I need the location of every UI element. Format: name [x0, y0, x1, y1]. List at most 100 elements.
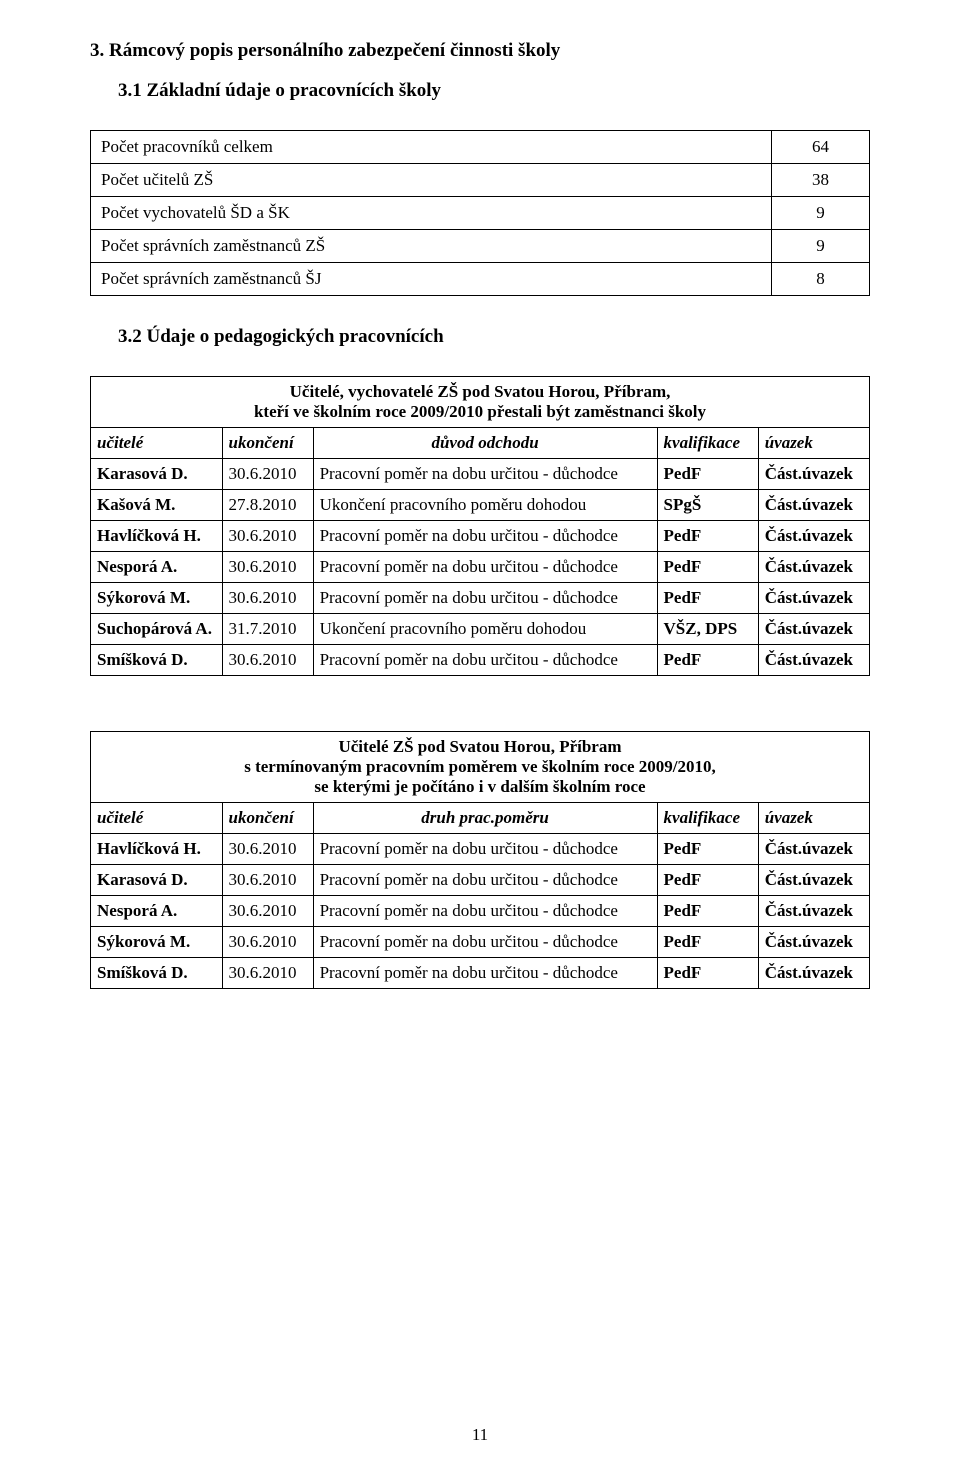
cell: Karasová D.	[91, 459, 223, 490]
count-label: Počet správních zaměstnanců ŠJ	[91, 263, 772, 296]
cell: Pracovní poměr na dobu určitou - důchodc…	[313, 865, 657, 896]
cell: Karasová D.	[91, 865, 223, 896]
table-row: Smíšková D.30.6.2010Pracovní poměr na do…	[91, 958, 870, 989]
cell: PedF	[657, 459, 758, 490]
table-row: Havlíčková H.30.6.2010Pracovní poměr na …	[91, 834, 870, 865]
table-row: Karasová D.30.6.2010Pracovní poměr na do…	[91, 865, 870, 896]
cell: 30.6.2010	[222, 834, 313, 865]
cell: Pracovní poměr na dobu určitou - důchodc…	[313, 958, 657, 989]
cell: Havlíčková H.	[91, 834, 223, 865]
count-label: Počet učitelů ZŠ	[91, 164, 772, 197]
table-row: Nesporá A.30.6.2010Pracovní poměr na dob…	[91, 896, 870, 927]
cell: Ukončení pracovního poměru dohodou	[313, 614, 657, 645]
cell: Část.úvazek	[758, 896, 869, 927]
cell: PedF	[657, 958, 758, 989]
heading-subsection-3-1: 3.1 Základní údaje o pracovnících školy	[118, 80, 870, 102]
table-row: Počet správních zaměstnanců ZŠ 9	[91, 230, 870, 263]
heading-section-3: 3. Rámcový popis personálního zabezpečen…	[90, 40, 870, 62]
col-header: učitelé	[91, 803, 223, 834]
cell: SPgŠ	[657, 490, 758, 521]
cell: Sýkorová M.	[91, 927, 223, 958]
cell: Pracovní poměr na dobu určitou - důchodc…	[313, 459, 657, 490]
cell: PedF	[657, 834, 758, 865]
cell: 30.6.2010	[222, 896, 313, 927]
col-header: ukončení	[222, 803, 313, 834]
cell: Pracovní poměr na dobu určitou - důchodc…	[313, 552, 657, 583]
table-row: Sýkorová M.30.6.2010Pracovní poměr na do…	[91, 583, 870, 614]
cell: Část.úvazek	[758, 927, 869, 958]
count-value: 38	[772, 164, 870, 197]
col-header: důvod odchodu	[313, 428, 657, 459]
cell: PedF	[657, 865, 758, 896]
cell: Sýkorová M.	[91, 583, 223, 614]
table-title: Učitelé ZŠ pod Svatou Horou, Příbram s t…	[91, 732, 870, 803]
table-row: Počet pracovníků celkem 64	[91, 131, 870, 164]
table-row: Suchopárová A.31.7.2010Ukončení pracovní…	[91, 614, 870, 645]
cell: PedF	[657, 583, 758, 614]
col-header: ukončení	[222, 428, 313, 459]
spacer	[90, 676, 870, 731]
cell: Část.úvazek	[758, 834, 869, 865]
table-header-row: učitelé ukončení druh prac.poměru kvalif…	[91, 803, 870, 834]
heading-subsection-3-2: 3.2 Údaje o pedagogických pracovnících	[118, 326, 870, 348]
page-number: 11	[0, 1425, 960, 1445]
cell: Část.úvazek	[758, 490, 869, 521]
table-title: Učitelé, vychovatelé ZŠ pod Svatou Horou…	[91, 377, 870, 428]
cell: Suchopárová A.	[91, 614, 223, 645]
count-value: 9	[772, 230, 870, 263]
cell: Smíšková D.	[91, 645, 223, 676]
table-row: Kašová M.27.8.2010Ukončení pracovního po…	[91, 490, 870, 521]
cell: Část.úvazek	[758, 583, 869, 614]
cell: Část.úvazek	[758, 521, 869, 552]
cell: PedF	[657, 896, 758, 927]
cell: Havlíčková H.	[91, 521, 223, 552]
cell: 30.6.2010	[222, 521, 313, 552]
col-header: úvazek	[758, 428, 869, 459]
cell: Část.úvazek	[758, 645, 869, 676]
counts-table: Počet pracovníků celkem 64 Počet učitelů…	[90, 130, 870, 296]
title-line: s termínovaným pracovním poměrem ve škol…	[244, 757, 716, 776]
cell: Pracovní poměr na dobu určitou - důchodc…	[313, 521, 657, 552]
table-row: Smíšková D.30.6.2010Pracovní poměr na do…	[91, 645, 870, 676]
cell: Nesporá A.	[91, 896, 223, 927]
table-row: Počet vychovatelů ŠD a ŠK 9	[91, 197, 870, 230]
cell: PedF	[657, 927, 758, 958]
cell: Část.úvazek	[758, 552, 869, 583]
title-line: Učitelé ZŠ pod Svatou Horou, Příbram	[338, 737, 621, 756]
left-table: Učitelé, vychovatelé ZŠ pod Svatou Horou…	[90, 376, 870, 676]
cell: 30.6.2010	[222, 927, 313, 958]
count-label: Počet vychovatelů ŠD a ŠK	[91, 197, 772, 230]
cell: Část.úvazek	[758, 865, 869, 896]
count-value: 9	[772, 197, 870, 230]
table-title-row: Učitelé ZŠ pod Svatou Horou, Příbram s t…	[91, 732, 870, 803]
spacer	[90, 296, 870, 326]
page: 3. Rámcový popis personálního zabezpečen…	[0, 0, 960, 1475]
col-header: úvazek	[758, 803, 869, 834]
title-line: kteří ve školním roce 2009/2010 přestali…	[254, 402, 706, 421]
cell: Část.úvazek	[758, 459, 869, 490]
cell: 30.6.2010	[222, 645, 313, 676]
cell: Pracovní poměr na dobu určitou - důchodc…	[313, 834, 657, 865]
count-label: Počet pracovníků celkem	[91, 131, 772, 164]
cell: Smíšková D.	[91, 958, 223, 989]
table-row: Nesporá A.30.6.2010Pracovní poměr na dob…	[91, 552, 870, 583]
cell: Kašová M.	[91, 490, 223, 521]
cell: Nesporá A.	[91, 552, 223, 583]
cell: 30.6.2010	[222, 958, 313, 989]
cell: 30.6.2010	[222, 552, 313, 583]
count-label: Počet správních zaměstnanců ZŠ	[91, 230, 772, 263]
cell: Ukončení pracovního poměru dohodou	[313, 490, 657, 521]
title-line: se kterými je počítáno i v dalším školní…	[314, 777, 645, 796]
table-row: Havlíčková H.30.6.2010Pracovní poměr na …	[91, 521, 870, 552]
col-header: učitelé	[91, 428, 223, 459]
cell: PedF	[657, 645, 758, 676]
table-row: Počet správních zaměstnanců ŠJ 8	[91, 263, 870, 296]
col-header: druh prac.poměru	[313, 803, 657, 834]
continued-table: Učitelé ZŠ pod Svatou Horou, Příbram s t…	[90, 731, 870, 989]
table-row: Karasová D.30.6.2010Pracovní poměr na do…	[91, 459, 870, 490]
col-header: kvalifikace	[657, 803, 758, 834]
cell: Pracovní poměr na dobu určitou - důchodc…	[313, 927, 657, 958]
cell: 31.7.2010	[222, 614, 313, 645]
cell: 30.6.2010	[222, 865, 313, 896]
count-value: 64	[772, 131, 870, 164]
